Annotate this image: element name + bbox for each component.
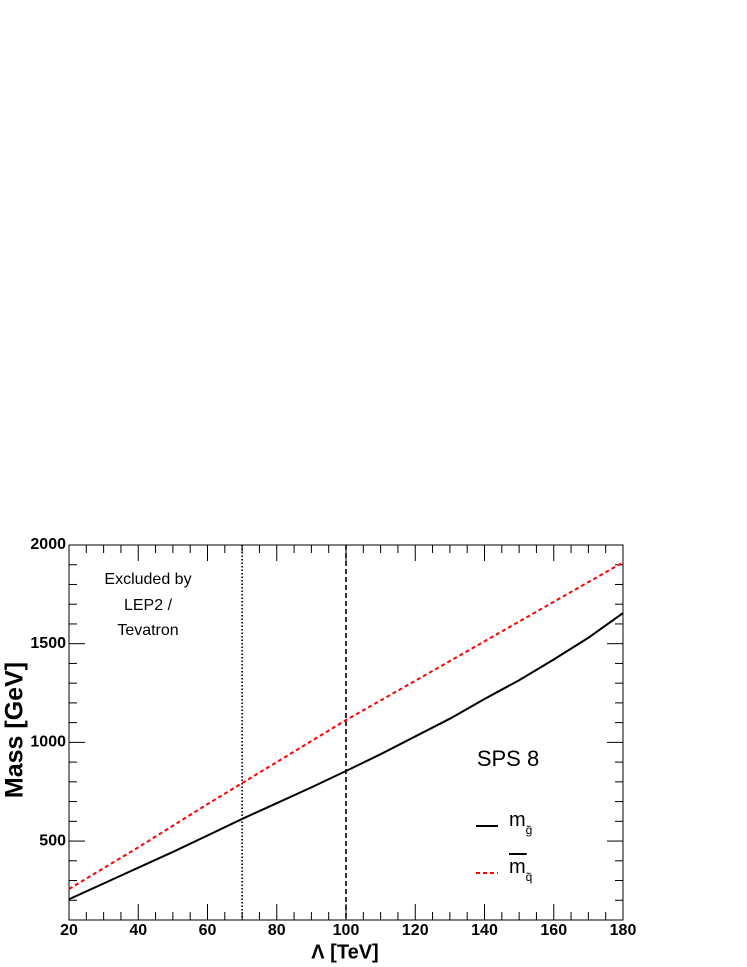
- legend-label: mg̃: [509, 809, 532, 837]
- y-tick-label: 1500: [30, 635, 66, 652]
- series-line: [68, 612, 624, 901]
- annotation: Excluded by: [104, 571, 191, 588]
- legend-name: m: [509, 809, 526, 831]
- x-tick-label: 80: [268, 922, 286, 939]
- x-tick-label: 40: [129, 922, 147, 939]
- y-tick-label: 2000: [30, 536, 66, 553]
- annotation: LEP2 /: [124, 597, 173, 614]
- legend-subscript: q̃: [526, 870, 533, 884]
- y-axis-title: Mass [GeV]: [1, 662, 29, 798]
- x-tick-label: 60: [199, 922, 217, 939]
- legend-name: m: [509, 856, 526, 878]
- annotation: SPS 8: [477, 746, 539, 771]
- series-line: [68, 561, 624, 890]
- x-tick-label: 20: [60, 922, 78, 939]
- y-tick-label: 1000: [30, 734, 66, 751]
- legend-label: mq̃: [509, 856, 532, 884]
- y-tick-label: 500: [39, 832, 66, 849]
- x-tick-label: 180: [610, 922, 637, 939]
- x-tick-label: 160: [540, 922, 567, 939]
- annotation: Tevatron: [117, 622, 178, 639]
- x-tick-label: 100: [333, 922, 360, 939]
- x-tick-label: 140: [471, 922, 498, 939]
- x-axis-title: Λ [TeV]: [311, 941, 378, 963]
- legend-subscript: g̃: [526, 823, 533, 837]
- x-tick-label: 120: [402, 922, 429, 939]
